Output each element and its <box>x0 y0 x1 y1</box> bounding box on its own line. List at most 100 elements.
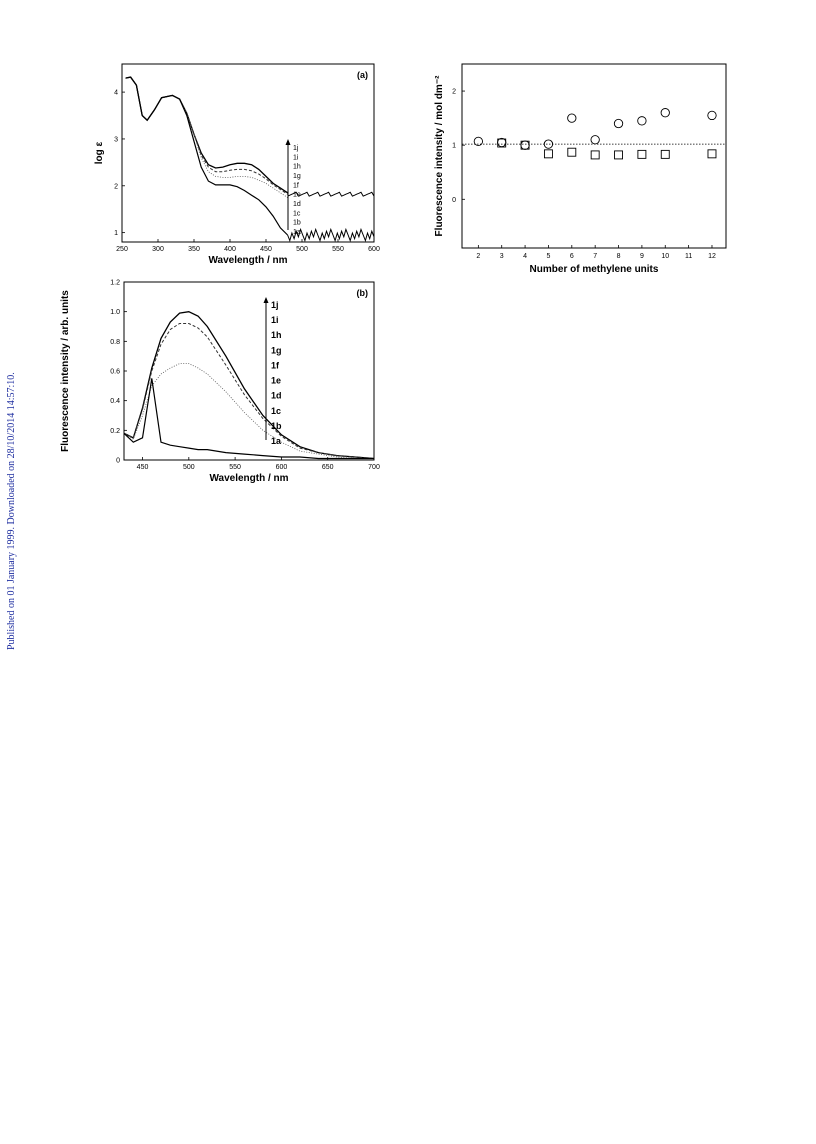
square-point <box>520 140 530 150</box>
x-tick-label: 10 <box>661 253 669 260</box>
x-tick-label: 3 <box>500 253 504 260</box>
x-tick-label: 6 <box>570 253 574 260</box>
x-tick-label: 11 <box>685 253 692 260</box>
circle-point <box>497 137 507 148</box>
square-point <box>590 150 600 160</box>
square-point <box>543 149 553 159</box>
y-tick-label: 0.8 <box>110 339 120 346</box>
legend-entry: 1j <box>271 300 279 310</box>
y-tick-label: 1.0 <box>110 309 120 316</box>
y-axis-label: Fluorescence intensity / mol dm⁻² <box>434 75 445 237</box>
circle-point <box>637 116 647 126</box>
x-tick-label: 2 <box>476 253 480 260</box>
plot-frame <box>123 281 375 461</box>
x-tick-label: 550 <box>332 246 344 253</box>
legend-entry: 1h <box>271 330 282 340</box>
circle-point <box>520 140 530 150</box>
y-tick-label: 0.6 <box>110 369 120 376</box>
legend-arrow-head <box>285 139 291 145</box>
x-tick-label: 250 <box>116 246 128 253</box>
legend-entry: 1c <box>271 406 281 416</box>
legend-entry: 1g <box>271 345 282 355</box>
x-axis-label: Number of methylene units <box>530 264 659 275</box>
x-tick-label: 300 <box>152 246 164 253</box>
y-tick-label: 1.2 <box>110 280 120 287</box>
x-tick-label: 500 <box>296 246 308 253</box>
panel-label: (a) <box>357 70 368 80</box>
y-tick-label: 0.4 <box>110 398 120 405</box>
panel-label: (b) <box>357 288 369 298</box>
x-tick-label: 500 <box>183 464 195 471</box>
x-tick-label: 350 <box>188 246 200 253</box>
plot-frame <box>461 63 727 249</box>
chart-a-absorption: 250 300 350 400 450 500 550 600 1 2 3 4 Wavelength /… <box>94 63 380 266</box>
series-line-1j <box>125 76 288 194</box>
x-tick-label: 5 <box>546 253 550 260</box>
x-tick-label: 600 <box>368 246 380 253</box>
series-line-1b <box>123 363 374 459</box>
y-tick-label: 0.2 <box>110 428 120 435</box>
legend-entry: 1g <box>293 173 301 180</box>
legend-entry: 1b <box>271 421 282 431</box>
legend-entry: 1a <box>271 436 282 446</box>
y-tick-label: 3 <box>114 136 118 143</box>
y-tick-label: 1 <box>114 230 118 237</box>
x-tick-label: 450 <box>137 464 149 471</box>
legend-entry: 1d <box>271 391 282 401</box>
baseline-noise-upper <box>287 191 375 197</box>
legend-entry: 1e <box>293 192 301 199</box>
x-tick-label: 8 <box>617 253 621 260</box>
y-tick-label: 1 <box>452 143 456 150</box>
series-line-1e <box>123 323 375 459</box>
y-axis-label: log ε <box>94 141 105 164</box>
legend-entry: 1f <box>271 360 280 370</box>
circle-point <box>660 108 670 118</box>
x-tick-label: 12 <box>708 253 716 260</box>
square-point <box>497 138 507 148</box>
x-tick-label: 550 <box>229 464 241 471</box>
x-tick-label: 650 <box>322 464 334 471</box>
legend-entry: 1j <box>293 145 299 152</box>
circle-point <box>707 110 717 121</box>
circle-point <box>613 118 624 129</box>
series-line-1j <box>123 311 375 460</box>
square-point <box>567 147 577 157</box>
x-tick-label: 600 <box>276 464 288 471</box>
x-axis-label: Wavelength / nm <box>208 255 287 266</box>
baseline-noise-lower <box>287 227 375 243</box>
legend-entry: 1h <box>293 164 301 171</box>
circle-point <box>590 135 600 145</box>
square-point <box>707 149 717 159</box>
series-line-1a <box>125 76 289 236</box>
y-tick-label: 4 <box>114 90 118 97</box>
circle-point <box>543 139 554 149</box>
x-tick-label: 700 <box>368 464 380 471</box>
x-tick-label: 400 <box>224 246 236 253</box>
circle-point <box>567 113 577 123</box>
x-tick-label: 450 <box>260 246 272 253</box>
y-tick-label: 0 <box>116 458 120 465</box>
y-tick-label: 0 <box>452 197 456 204</box>
download-notice: Published on 01 January 1999. Downloaded… <box>6 372 17 650</box>
series-line-1a <box>123 378 374 460</box>
y-tick-label: 2 <box>114 183 118 190</box>
legend-entry: 1f <box>293 182 299 189</box>
plot-frame <box>121 63 375 243</box>
x-axis-label: Wavelength / nm <box>209 473 288 484</box>
series-line-1b <box>125 76 288 198</box>
y-axis-label: Fluorescence intensity / arb. units <box>60 290 71 452</box>
x-tick-label: 7 <box>593 253 597 260</box>
chart-b-fluorescence: 450 500 550 600 650 700 0 0.2 0.4 0.6 0.8 1.0 1.2 Wav… <box>60 280 380 485</box>
legend-entry: 1d <box>293 201 301 208</box>
x-tick-label: 4 <box>523 253 527 260</box>
square-point <box>637 149 647 159</box>
legend-entry: 1i <box>271 315 279 325</box>
square-point <box>614 150 623 160</box>
square-point <box>660 149 670 159</box>
legend-entry: 1b <box>293 220 301 227</box>
legend-entry: 1c <box>293 210 301 217</box>
y-tick-label: 2 <box>452 89 456 96</box>
legend-entry: 1i <box>293 154 299 161</box>
